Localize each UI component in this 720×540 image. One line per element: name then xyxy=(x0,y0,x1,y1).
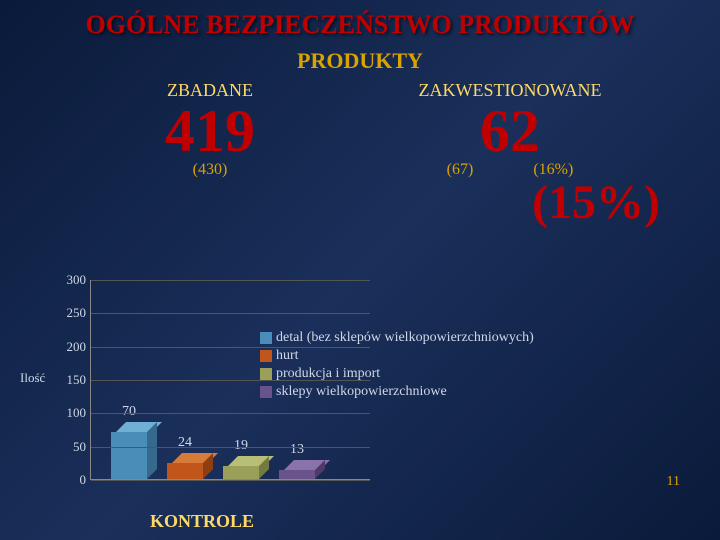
y-tick: 250 xyxy=(60,305,86,321)
stat-examined: ZBADANE 419 (430) xyxy=(60,80,360,179)
y-tick: 0 xyxy=(60,472,86,488)
legend-item: sklepy wielkopowierzchniowe xyxy=(260,384,534,400)
y-tick: 200 xyxy=(60,339,86,355)
bar-value-label: 24 xyxy=(165,435,205,451)
bar: 13 xyxy=(279,470,315,479)
stat-questioned-value: 62 xyxy=(360,101,660,161)
bar: 70 xyxy=(111,432,147,479)
bar: 24 xyxy=(167,463,203,479)
y-tick: 300 xyxy=(60,272,86,288)
stat-examined-value: 419 xyxy=(60,101,360,161)
y-tick: 50 xyxy=(60,439,86,455)
legend-swatch xyxy=(260,350,272,362)
legend-item: detal (bez sklepów wielkopowierzchniowyc… xyxy=(260,330,534,346)
bar-value-label: 13 xyxy=(277,442,317,458)
legend-label: sklepy wielkopowierzchniowe xyxy=(276,384,447,400)
main-title: OGÓLNE BEZPIECZEŃSTWO PRODUKTÓW xyxy=(0,0,720,40)
x-axis-title: KONTROLE xyxy=(150,511,254,532)
legend-swatch xyxy=(260,386,272,398)
stat-questioned-sub1: (67) xyxy=(447,161,474,179)
bar-chart: Ilość 050100150200250300 70241913 detal … xyxy=(20,280,700,500)
y-axis-title: Ilość xyxy=(20,370,45,386)
legend-label: hurt xyxy=(276,348,299,364)
bar: 19 xyxy=(223,466,259,479)
big-percent: (15%) xyxy=(0,175,720,230)
legend-label: produkcja i import xyxy=(276,366,380,382)
legend-swatch xyxy=(260,332,272,344)
y-tick: 150 xyxy=(60,372,86,388)
legend-item: produkcja i import xyxy=(260,366,534,382)
y-tick: 100 xyxy=(60,405,86,421)
bar-group: 70 24 19 13 xyxy=(111,432,315,479)
legend-label: detal (bez sklepów wielkopowierzchniowyc… xyxy=(276,330,534,346)
stat-questioned: ZAKWESTIONOWANE 62 (67) (16%) xyxy=(360,80,660,179)
legend-item: hurt xyxy=(260,348,534,364)
page-number: 11 xyxy=(667,474,680,490)
subtitle: PRODUKTY xyxy=(0,48,720,74)
legend-swatch xyxy=(260,368,272,380)
chart-legend: detal (bez sklepów wielkopowierzchniowyc… xyxy=(260,330,534,402)
stat-examined-sub: (430) xyxy=(60,161,360,179)
stats-row: ZBADANE 419 (430) ZAKWESTIONOWANE 62 (67… xyxy=(0,80,720,179)
